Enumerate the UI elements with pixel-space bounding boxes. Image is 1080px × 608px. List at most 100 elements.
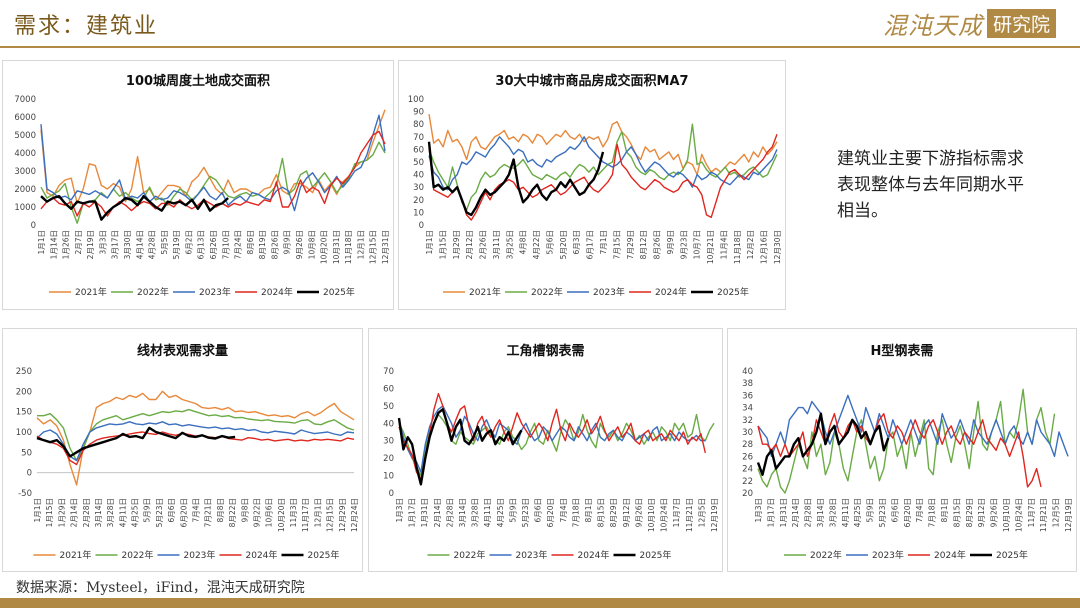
x-tick-label: 12月16日 (760, 230, 769, 264)
x-tick-label: 4月25日 (496, 498, 505, 527)
legend-item: 2021年 (443, 286, 501, 298)
x-tick-label: 5月9日 (866, 498, 875, 523)
x-tick-label: 3月28日 (828, 498, 837, 527)
x-tick-label: 4月28日 (148, 230, 157, 259)
svg-text:2021年: 2021年 (60, 549, 92, 561)
x-tick-label: 6月2日 (184, 230, 193, 255)
x-tick-label: 1月17日 (766, 498, 775, 527)
svg-text:2021年: 2021年 (75, 286, 107, 298)
x-tick-label: 9月26日 (990, 498, 999, 527)
x-tick-label: 2月28日 (445, 498, 454, 527)
svg-text:2024年: 2024年 (655, 286, 687, 298)
legend-item: 2025年 (970, 549, 1028, 561)
chart-svg: 工角槽钢表需 0 10 20 30 40 50 60 70 1月3日 1月17日 1月31日 2月14日… (383, 343, 719, 561)
legend-item: 2023年 (157, 549, 216, 561)
x-tick-label: 11月7日 (672, 498, 681, 527)
x-tick-label: 1月31日 (779, 498, 788, 527)
y-tick-label: 100 (408, 95, 424, 105)
y-tick-label: -50 (18, 489, 32, 499)
series-line-2022 (428, 123, 778, 211)
series-line-2025 (40, 194, 229, 221)
svg-text:2023年: 2023年 (184, 549, 216, 561)
y-tick-label: 36 (742, 391, 753, 401)
x-tick-label: 12月1日 (356, 230, 365, 259)
x-tick-label: 7月18日 (571, 498, 580, 527)
y-tick-label: 32 (742, 416, 753, 426)
y-tick-label: 0 (27, 469, 32, 479)
y-tick-label: 70 (413, 133, 424, 143)
y-tick-label: 2000 (14, 185, 36, 195)
x-tick-label: 12月29日 (338, 498, 347, 532)
y-tick-label: 50 (383, 402, 394, 412)
y-tick-label: 40 (413, 171, 424, 181)
x-tick-label: 1月1日 (33, 498, 42, 523)
x-tick-label: 5月9日 (508, 498, 517, 523)
chart-panel-h-beam: H型钢表需 20 22 24 26 28 30 32 34 36 38 40 1月3日 1月17日 1月31… (727, 328, 1077, 572)
x-tick-label: 9月9日 (666, 230, 675, 255)
x-tick-label: 6月20日 (546, 498, 555, 527)
y-tick-label: 30 (383, 437, 394, 447)
page-title: 需求：建筑业 (14, 14, 159, 39)
x-tick-label: 7月29日 (626, 230, 635, 259)
svg-text:2023年: 2023年 (593, 286, 625, 298)
x-tick-label: 11月18日 (733, 230, 742, 264)
series-line-2024 (428, 134, 778, 221)
x-tick-label: 8月22日 (228, 498, 237, 527)
series-line-2023 (428, 136, 778, 191)
x-tick-label: 10月6日 (265, 498, 274, 527)
chart-title: 工角槽钢表需 (506, 343, 584, 359)
x-tick-label: 12月19日 (1064, 498, 1073, 532)
y-tick-label: 40 (742, 367, 753, 377)
y-tick-label: 20 (742, 489, 753, 499)
x-tick-label: 1月17日 (408, 498, 417, 527)
x-tick-label: 1月15日 (45, 498, 54, 527)
x-tick-label: 10月10日 (1002, 498, 1011, 532)
y-tick-label: 40 (383, 419, 394, 429)
chart-panel-section-steel: 工角槽钢表需 0 10 20 30 40 50 60 70 1月3日 1月17日 1月31日 2月14日… (368, 328, 723, 572)
legend-item: 2022年 (95, 549, 153, 561)
x-tick-label: 8月1日 (584, 498, 593, 523)
svg-text:2025年: 2025年 (308, 549, 340, 561)
svg-text:2022年: 2022年 (454, 549, 486, 561)
y-tick-label: 28 (742, 440, 753, 450)
x-tick-label: 6月13日 (197, 230, 206, 259)
x-tick-label: 6月3日 (572, 230, 581, 255)
x-tick-label: 5月5日 (160, 230, 169, 255)
x-tick-label: 3月25日 (505, 230, 514, 259)
svg-text:2023年: 2023年 (872, 549, 904, 561)
y-tick-label: 5000 (14, 131, 36, 141)
x-tick-label: 6月6日 (534, 498, 543, 523)
y-tick-label: 10 (413, 208, 424, 218)
x-tick-label: 7月21日 (204, 498, 213, 527)
series-line-2025 (36, 426, 236, 458)
x-tick-label: 7月15日 (612, 230, 621, 259)
x-tick-label: 3月30日 (123, 230, 132, 259)
x-tick-label: 2月7日 (74, 230, 83, 255)
chart-panel-housing-area: 30大中城市商品房成交面积MA7 0 10 20 30 40 50 60 70 80 90 100 1月… (398, 60, 786, 310)
x-tick-label: 3月11日 (492, 230, 501, 259)
y-tick-label: 4000 (14, 149, 36, 159)
legend-item: 2022年 (505, 286, 563, 298)
x-tick-label: 12月5日 (1052, 498, 1061, 527)
y-tick-label: 34 (742, 404, 753, 414)
x-tick-label: 6月26日 (209, 230, 218, 259)
y-tick-label: 10 (383, 472, 394, 482)
y-tick-label: 200 (16, 387, 32, 397)
y-tick-label: 0 (31, 221, 36, 231)
svg-text:2025年: 2025年 (717, 286, 749, 298)
x-tick-label: 1月26日 (62, 230, 71, 259)
series-line-2022 (757, 388, 1056, 494)
x-tick-label: 1月29日 (57, 498, 66, 527)
series-line-2022 (37, 408, 355, 462)
x-tick-label: 8月19日 (258, 230, 267, 259)
x-tick-label: 10月7日 (693, 230, 702, 259)
y-tick-label: 30 (413, 183, 424, 193)
x-tick-label: 8月29日 (965, 498, 974, 527)
y-tick-label: 250 (16, 367, 32, 377)
x-tick-label: 10月24日 (660, 498, 669, 532)
x-tick-label: 11月17日 (301, 498, 310, 532)
legend-item: 2024年 (235, 286, 293, 298)
y-tick-label: 150 (16, 408, 32, 418)
series-line-2023 (40, 114, 386, 212)
x-tick-label: 6月20日 (903, 498, 912, 527)
